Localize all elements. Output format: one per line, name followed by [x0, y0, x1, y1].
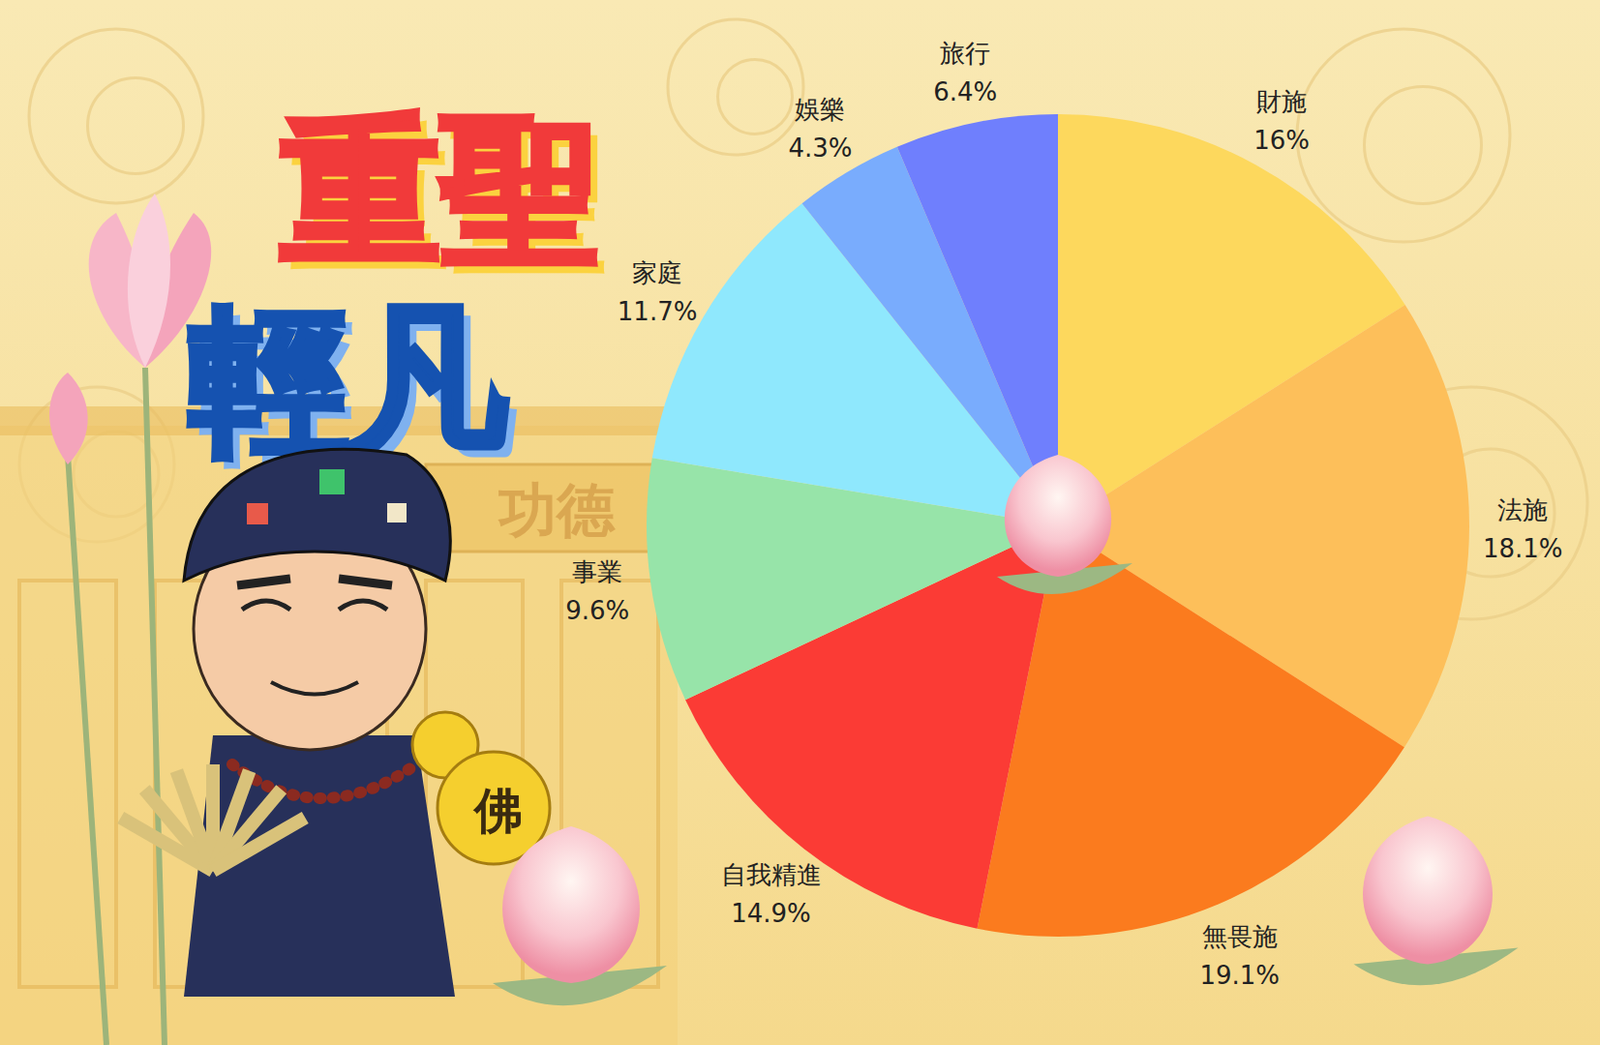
beads [232, 764, 417, 799]
slice-label-value: 11.7% [617, 297, 698, 327]
chart-canvas: 功德重聖重聖輕凡輕凡佛財施16%法施18.1%無畏施19.1%自我精進14.9%… [0, 0, 1600, 1045]
hat-patch [319, 469, 345, 495]
peach-decor-left [492, 826, 667, 1006]
fan [120, 764, 306, 872]
pie [646, 114, 1470, 937]
swirl [667, 19, 804, 155]
swirl [88, 78, 184, 175]
hat [183, 449, 451, 581]
peach-center [996, 454, 1133, 595]
fan-rib [212, 817, 305, 872]
slice-label: 事業 9.6% [565, 557, 630, 626]
pie-slice [977, 525, 1405, 937]
swirl [718, 60, 793, 135]
eye [338, 601, 388, 610]
temple-wall [0, 425, 678, 1045]
slice-label-name: 法施 [1497, 495, 1548, 525]
lotus-petal [127, 193, 171, 368]
title-line-2-text: 輕凡 [188, 287, 509, 474]
temple-door [19, 580, 117, 988]
pie-slice [897, 114, 1058, 526]
slice-label: 無畏施 19.1% [1199, 922, 1280, 991]
brow [338, 578, 393, 586]
slice-label-value: 16% [1253, 125, 1310, 155]
mouth [271, 682, 359, 695]
slice-label-value: 18.1% [1482, 534, 1564, 564]
slice-label-value: 9.6% [565, 596, 630, 626]
hat-patch [387, 503, 407, 523]
hat-patch [246, 503, 269, 525]
slice-label-name: 事業 [572, 557, 623, 587]
lotus-bud [49, 372, 89, 465]
slice-label-value: 6.4% [933, 77, 997, 107]
character: 佛 [120, 449, 550, 997]
slice-label-name: 娛樂 [794, 94, 846, 124]
eye [241, 601, 291, 610]
title-line-1-text: 重聖 [280, 98, 601, 285]
slice-label-name: 自我精進 [721, 860, 822, 890]
swirl [1364, 87, 1482, 205]
slice-label: 自我精進 14.9% [721, 860, 822, 929]
slice-label-name: 旅行 [939, 38, 991, 68]
slice-label: 旅行 6.4% [933, 38, 997, 107]
slice-label-name: 財施 [1256, 87, 1307, 117]
background [0, 0, 1600, 1045]
peach-body [502, 826, 640, 984]
swirl [1297, 29, 1510, 242]
slice-label-value: 4.3% [787, 133, 852, 163]
slice-label-name: 無畏施 [1202, 922, 1278, 952]
slice-label-value: 14.9% [730, 899, 812, 929]
plaque-text: 功德 [497, 476, 616, 544]
peach-decor-right [1354, 816, 1519, 987]
lotus [49, 193, 212, 1045]
temple: 功德 [0, 406, 678, 1045]
slice-label: 家庭 11.7% [617, 258, 698, 327]
slice-label-name: 家庭 [632, 258, 683, 288]
gourd-text: 佛 [472, 783, 523, 840]
lotus-stem [145, 367, 165, 1045]
swirl [29, 29, 204, 204]
peach-body [1362, 816, 1493, 966]
slice-label: 財施 16% [1253, 87, 1310, 155]
slice-label: 娛樂 4.3% [787, 94, 852, 163]
data-labels: 財施 16% 法施 18.1% 無畏施 19.1% 自我精進 14.9% 事業 9.6% 家庭 11.… [565, 38, 1563, 991]
lotus-stem [67, 454, 107, 1045]
slice-label-value: 19.1% [1199, 961, 1280, 991]
slice-label: 法施 18.1% [1482, 495, 1564, 564]
title-line-1: 重聖重聖 [280, 98, 610, 295]
peach-body [1004, 454, 1112, 577]
robe [183, 735, 455, 997]
brow [237, 578, 291, 586]
